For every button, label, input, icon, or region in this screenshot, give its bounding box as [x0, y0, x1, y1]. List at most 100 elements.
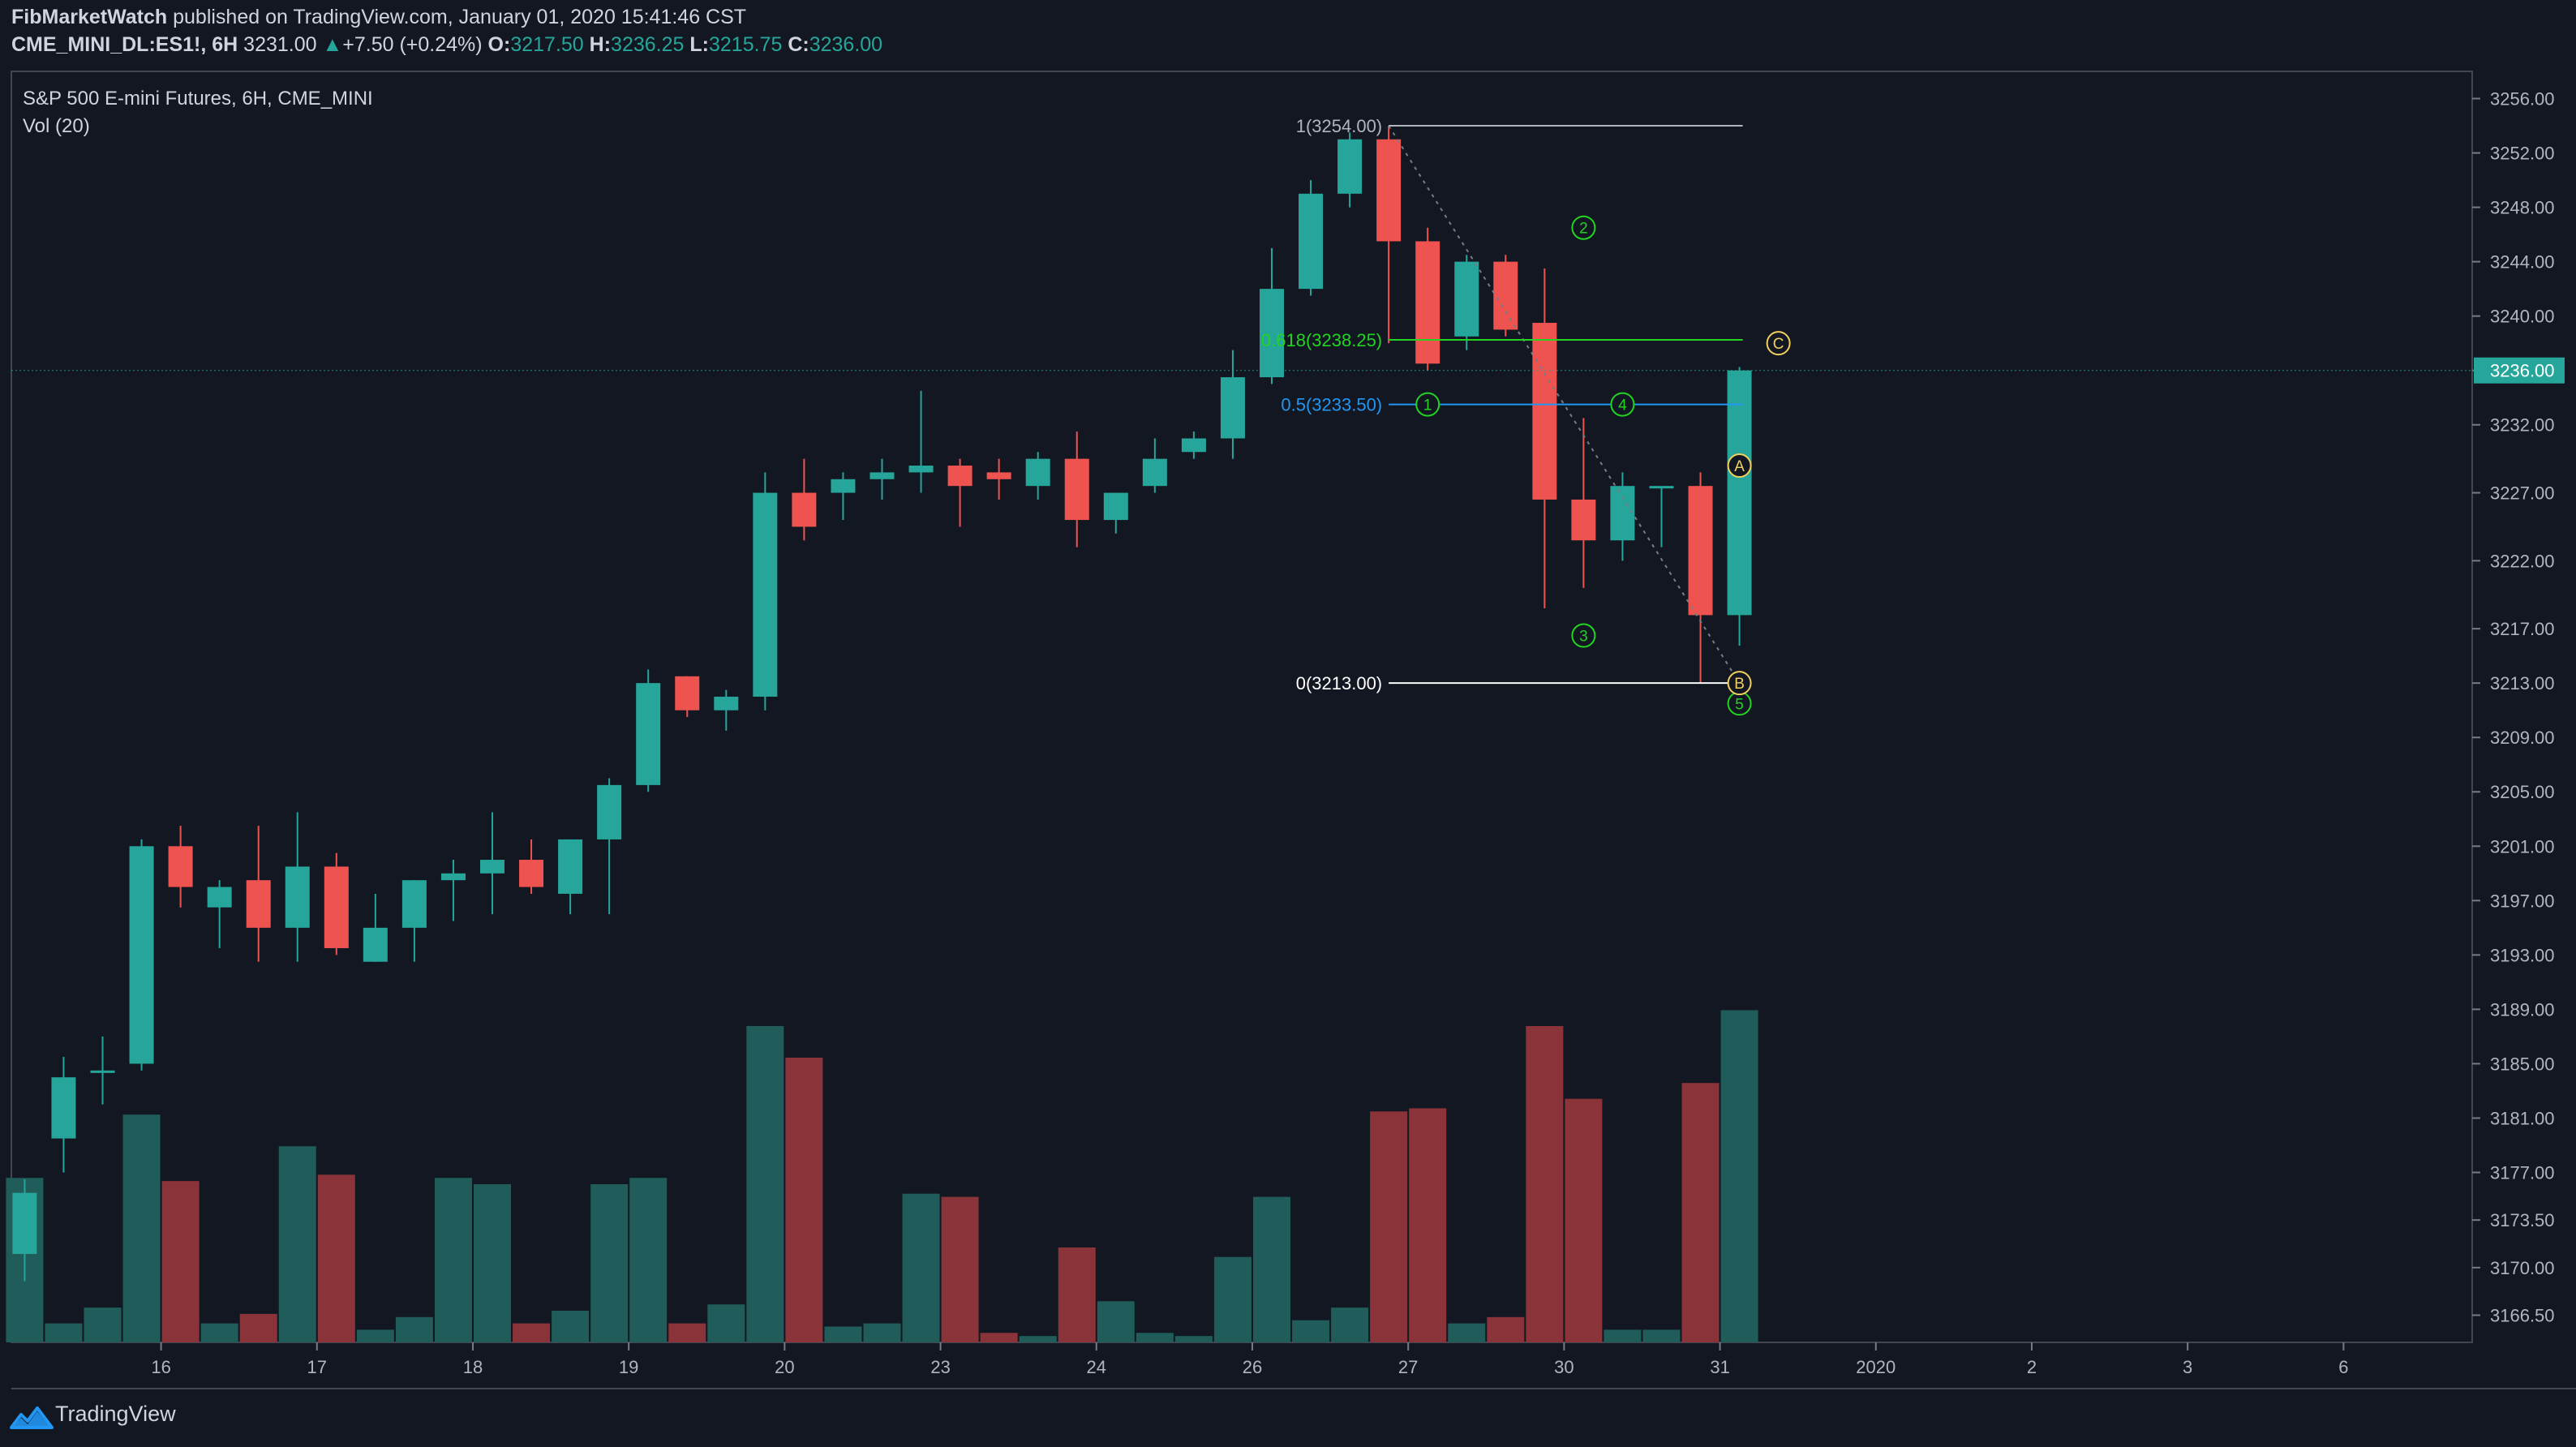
price-tick-label: 3252.00 [2490, 144, 2555, 164]
wave-label: 2 [1579, 221, 1588, 238]
up-arrow-icon: ▲ [322, 33, 343, 56]
volume-bar [122, 1114, 161, 1342]
volume-bar [200, 1323, 238, 1342]
time-axis[interactable]: 16 17 18 19 20 23 24 26 27 30 31 2020 2 3 6 [151, 1342, 2349, 1377]
volume-bar [1565, 1098, 1603, 1342]
candle-body [1727, 370, 1752, 616]
wave-marker [1571, 215, 1596, 240]
volume-bar [1019, 1336, 1057, 1342]
price-axis[interactable]: 3256.00 3252.00 3248.00 3244.00 3240.00 3236.… [2472, 89, 2565, 1326]
candle-body [51, 1077, 76, 1139]
legend-title[interactable]: S&P 500 E-mini Futures, 6H, CME_MINI [23, 88, 373, 109]
time-tick-label: 2020 [1856, 1357, 1896, 1377]
volume-bar [161, 1181, 200, 1342]
volume-bar [980, 1333, 1018, 1342]
footer: TradingView [0, 1389, 2576, 1447]
candle-body [1337, 139, 1363, 194]
price-tick-label: 3201.00 [2490, 836, 2555, 857]
time-tick-label: 2 [2027, 1357, 2037, 1377]
candle-body [675, 676, 700, 711]
candle-body [129, 846, 154, 1064]
candle-body [831, 479, 856, 493]
wave-marker [1766, 331, 1791, 356]
time-tick-label: 31 [1710, 1357, 1729, 1377]
candle-body [1610, 486, 1635, 541]
open-label: O: [487, 33, 511, 56]
candle-body [285, 866, 310, 928]
candle-body [636, 683, 661, 785]
volume-bar [1409, 1108, 1447, 1342]
price-tick-label: 3209.00 [2490, 728, 2555, 748]
candle-body [947, 466, 972, 487]
candle-body [519, 860, 544, 887]
time-tick-label: 24 [1087, 1357, 1106, 1377]
volume-bar [1448, 1323, 1486, 1342]
low-value: 3215.75 [708, 33, 783, 56]
volume-bar [317, 1174, 355, 1342]
published-text: published on TradingView.com, January 01… [173, 6, 747, 28]
volume-bar [746, 1026, 784, 1342]
price-tick-label: 3205.00 [2490, 782, 2555, 802]
volume-bar [941, 1196, 979, 1342]
open-value: 3217.50 [510, 33, 584, 56]
wave-label: 5 [1735, 696, 1744, 713]
candle-body [480, 860, 504, 874]
volume-bar [84, 1307, 122, 1342]
volume-bar [1642, 1329, 1681, 1342]
chart-header: FibMarketWatch published on TradingView.… [0, 0, 2576, 68]
fib-retracement[interactable]: 1(3254.00) 0.618(3238.25) 0.5(3233.50) 0(32… [1261, 116, 1743, 693]
candlesticks [11, 126, 2472, 1282]
candle-body [1454, 261, 1479, 337]
candle-body [207, 887, 232, 908]
candle-body [1299, 193, 1324, 290]
fib-level-label: 0.5(3233.50) [1281, 395, 1382, 415]
candle-body [168, 846, 193, 887]
candle-body [986, 472, 1011, 479]
fib-level-label: 0(3213.00) [1296, 673, 1382, 693]
volume-bar [239, 1313, 277, 1342]
close-label: C: [788, 33, 809, 56]
wave-label: 1 [1423, 397, 1432, 414]
volume-bar [45, 1323, 83, 1342]
price-change: +7.50 (+0.24%) [342, 33, 483, 56]
candle-body [324, 866, 349, 948]
tradingview-brand[interactable]: TradingView [55, 1402, 176, 1426]
publisher-name[interactable]: FibMarketWatch [11, 6, 168, 28]
candle-body [1571, 499, 1596, 541]
volume-bar [1720, 1010, 1758, 1342]
symbol-name[interactable]: CME_MINI_DL:ES1!, 6H [11, 33, 238, 56]
volume-bar [863, 1323, 901, 1342]
time-tick-label: 6 [2338, 1357, 2348, 1377]
wave-label: C [1773, 336, 1784, 353]
volume-bar [1370, 1111, 1408, 1342]
price-tick-label: 3248.00 [2490, 198, 2555, 218]
candle-body [1688, 486, 1713, 616]
legend-volume[interactable]: Vol (20) [23, 115, 90, 137]
candle-body [1064, 458, 1089, 521]
candle-body [1220, 377, 1245, 439]
candle-body [1532, 323, 1557, 500]
candle-body [1376, 139, 1402, 242]
low-label: L: [689, 33, 709, 56]
price-tick-label: 3227.00 [2490, 483, 2555, 504]
volume-bar [1292, 1320, 1330, 1342]
tradingview-logo-icon[interactable] [10, 1403, 54, 1432]
candle-body [1025, 458, 1050, 487]
volume-bar [902, 1193, 940, 1342]
chart-legend: S&P 500 E-mini Futures, 6H, CME_MINI Vol… [23, 85, 373, 140]
volume-bar [474, 1184, 511, 1342]
candle-body [90, 1070, 115, 1073]
price-tick-label: 3189.00 [2490, 999, 2555, 1020]
price-tick-label: 3222.00 [2490, 551, 2555, 571]
wave-labels: 1 2 3 4 5 A B C [1415, 215, 1791, 716]
time-tick-label: 20 [775, 1357, 794, 1377]
last-price: 3231.00 [243, 33, 317, 56]
volume-bar [1136, 1333, 1174, 1342]
candle-body [1142, 458, 1167, 487]
wave-marker [1571, 623, 1596, 648]
time-tick-label: 19 [619, 1357, 638, 1377]
volume-bar [552, 1311, 590, 1342]
last-price-badge [2474, 357, 2565, 384]
volume-bar [434, 1178, 472, 1342]
